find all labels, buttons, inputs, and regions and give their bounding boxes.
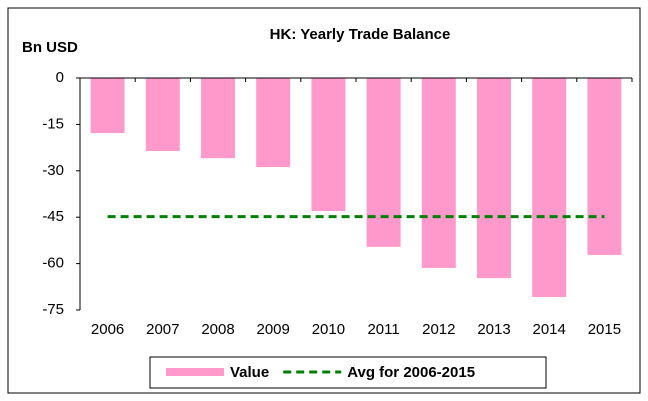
- y-tick-label: 0: [56, 69, 64, 86]
- bar: [366, 78, 401, 247]
- x-tick-label: 2014: [533, 321, 566, 338]
- legend-swatch: [166, 368, 224, 376]
- y-tick-label: -60: [42, 255, 64, 272]
- bar: [311, 78, 346, 212]
- legend-label: Avg for 2006-2015: [347, 364, 475, 381]
- bar: [587, 78, 622, 255]
- legend-label: Value: [230, 364, 269, 381]
- bar: [477, 78, 511, 279]
- x-tick-label: 2007: [146, 321, 179, 338]
- bar: [421, 78, 456, 268]
- y-axis-title: Bn USD: [22, 39, 78, 56]
- x-tick-label: 2009: [257, 321, 290, 338]
- x-tick-label: 2012: [422, 321, 455, 338]
- y-tick-label: -30: [42, 162, 64, 179]
- x-tick-label: 2010: [312, 321, 345, 338]
- x-tick-label: 2006: [91, 321, 124, 338]
- y-tick-label: -75: [42, 301, 64, 318]
- y-tick-label: -15: [42, 115, 64, 132]
- bar: [256, 78, 291, 168]
- x-tick-label: 2011: [367, 321, 399, 338]
- y-tick-label: -45: [42, 208, 64, 225]
- bar: [532, 78, 567, 298]
- bar: [90, 78, 125, 134]
- x-tick-label: 2015: [588, 321, 621, 338]
- x-tick-label: 2008: [201, 321, 234, 338]
- chart-title: HK: Yearly Trade Balance: [270, 26, 451, 43]
- bar: [201, 78, 235, 159]
- bar: [145, 78, 180, 152]
- x-tick-label: 2013: [477, 321, 510, 338]
